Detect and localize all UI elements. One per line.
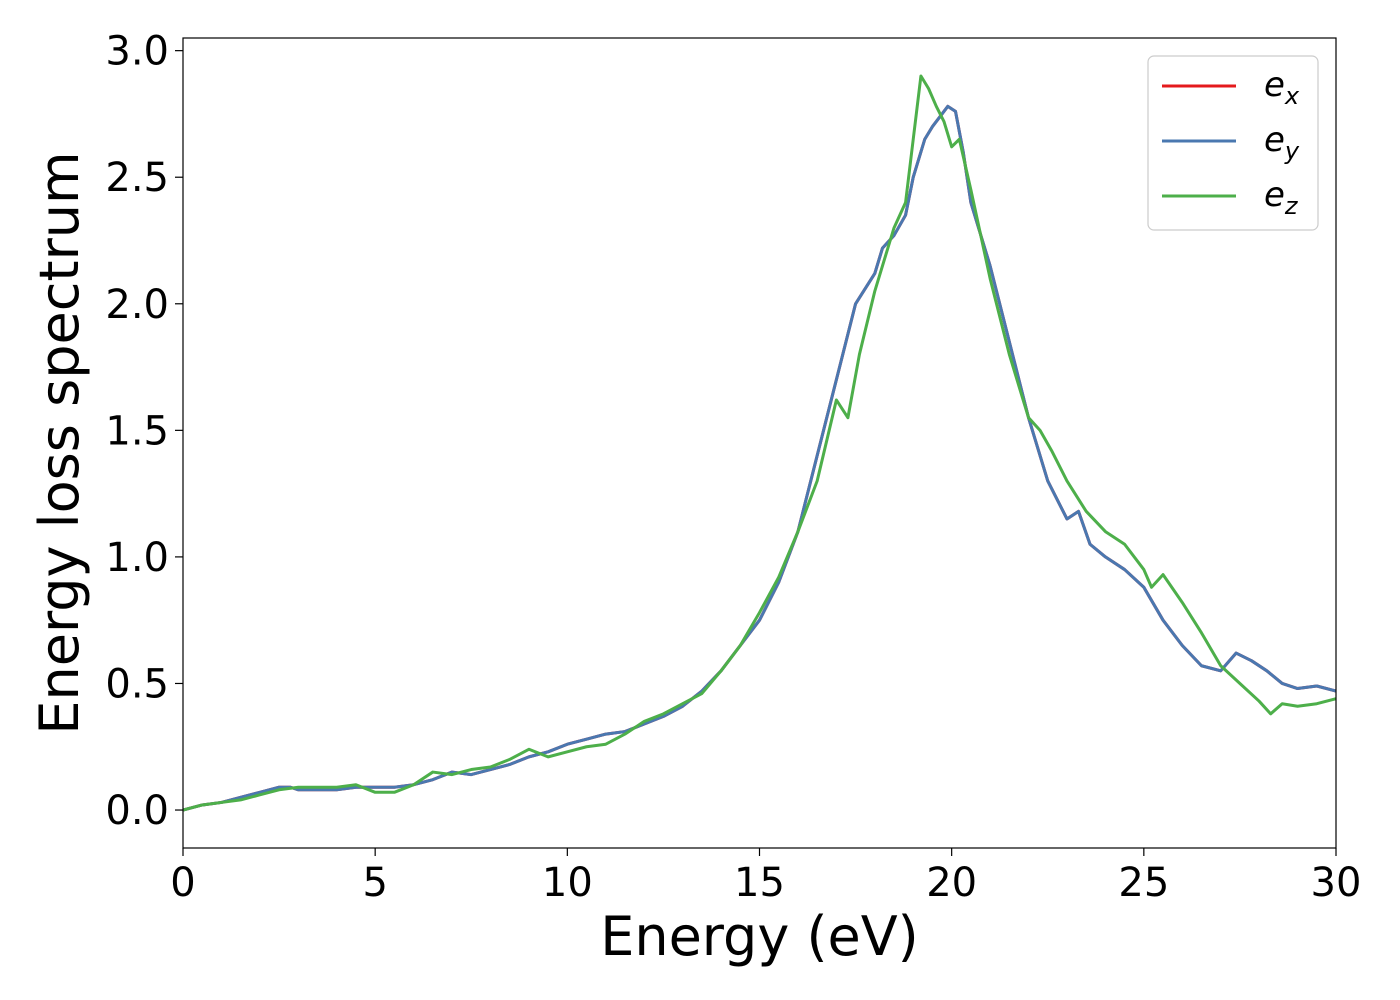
legend-label-y: ey xyxy=(1264,120,1300,165)
x-axis: 0 5 10 15 20 25 30 xyxy=(170,848,1361,906)
legend-label-z: ez xyxy=(1264,175,1299,220)
y-tick-label: 3.0 xyxy=(105,29,169,75)
legend-label-x: ex xyxy=(1264,65,1300,110)
series-line-z xyxy=(183,74,1336,812)
x-tick-label: 5 xyxy=(362,860,387,906)
y-tick-label: 2.0 xyxy=(105,282,169,328)
x-tick-label: 15 xyxy=(734,860,785,906)
y-tick-label: 0.5 xyxy=(105,661,169,707)
x-tick-label: 10 xyxy=(542,860,593,906)
legend-box xyxy=(1147,55,1319,231)
x-tick-label: 0 xyxy=(170,860,195,906)
x-tick-label: 30 xyxy=(1311,860,1362,906)
legend: ex ey ez xyxy=(1147,55,1319,231)
x-axis-title: Energy (eV) xyxy=(600,905,919,968)
y-tick-label: 0.0 xyxy=(105,788,169,834)
y-tick-label: 1.5 xyxy=(105,408,169,454)
x-tick-label: 20 xyxy=(926,860,977,906)
series-line-y xyxy=(183,104,1336,812)
y-axis-title: Energy loss spectrum xyxy=(28,151,91,734)
series-layer xyxy=(183,74,1336,812)
y-tick-label: 1.0 xyxy=(105,535,169,581)
x-tick-label: 25 xyxy=(1118,860,1169,906)
y-axis: 0.0 0.5 1.0 1.5 2.0 2.5 3.0 xyxy=(105,29,183,834)
y-tick-label: 2.5 xyxy=(105,155,169,201)
